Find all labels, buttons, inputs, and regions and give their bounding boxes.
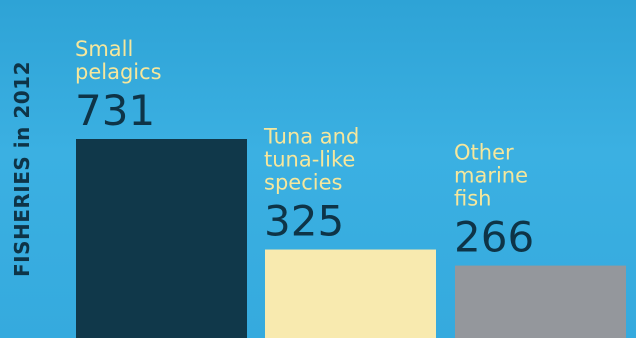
value-label-1: 731 — [75, 86, 155, 135]
value-label-2: 325 — [264, 197, 344, 246]
category-label-2-line-1: Tuna and — [263, 125, 359, 149]
bar-2 — [265, 249, 436, 338]
category-label-2-line-2: tuna-like — [264, 148, 355, 172]
category-label-1-line-2: pelagics — [75, 60, 162, 84]
value-label-3: 266 — [454, 213, 534, 262]
category-label-2-line-3: species — [264, 171, 342, 195]
bar-3 — [455, 265, 626, 338]
bar-1 — [76, 139, 247, 338]
category-label-1-line-1: Small — [75, 37, 133, 61]
category-label-3-line-2: marine — [454, 164, 528, 188]
category-label-3-line-1: Other — [454, 141, 514, 165]
category-label-3-line-3: fish — [454, 187, 491, 211]
